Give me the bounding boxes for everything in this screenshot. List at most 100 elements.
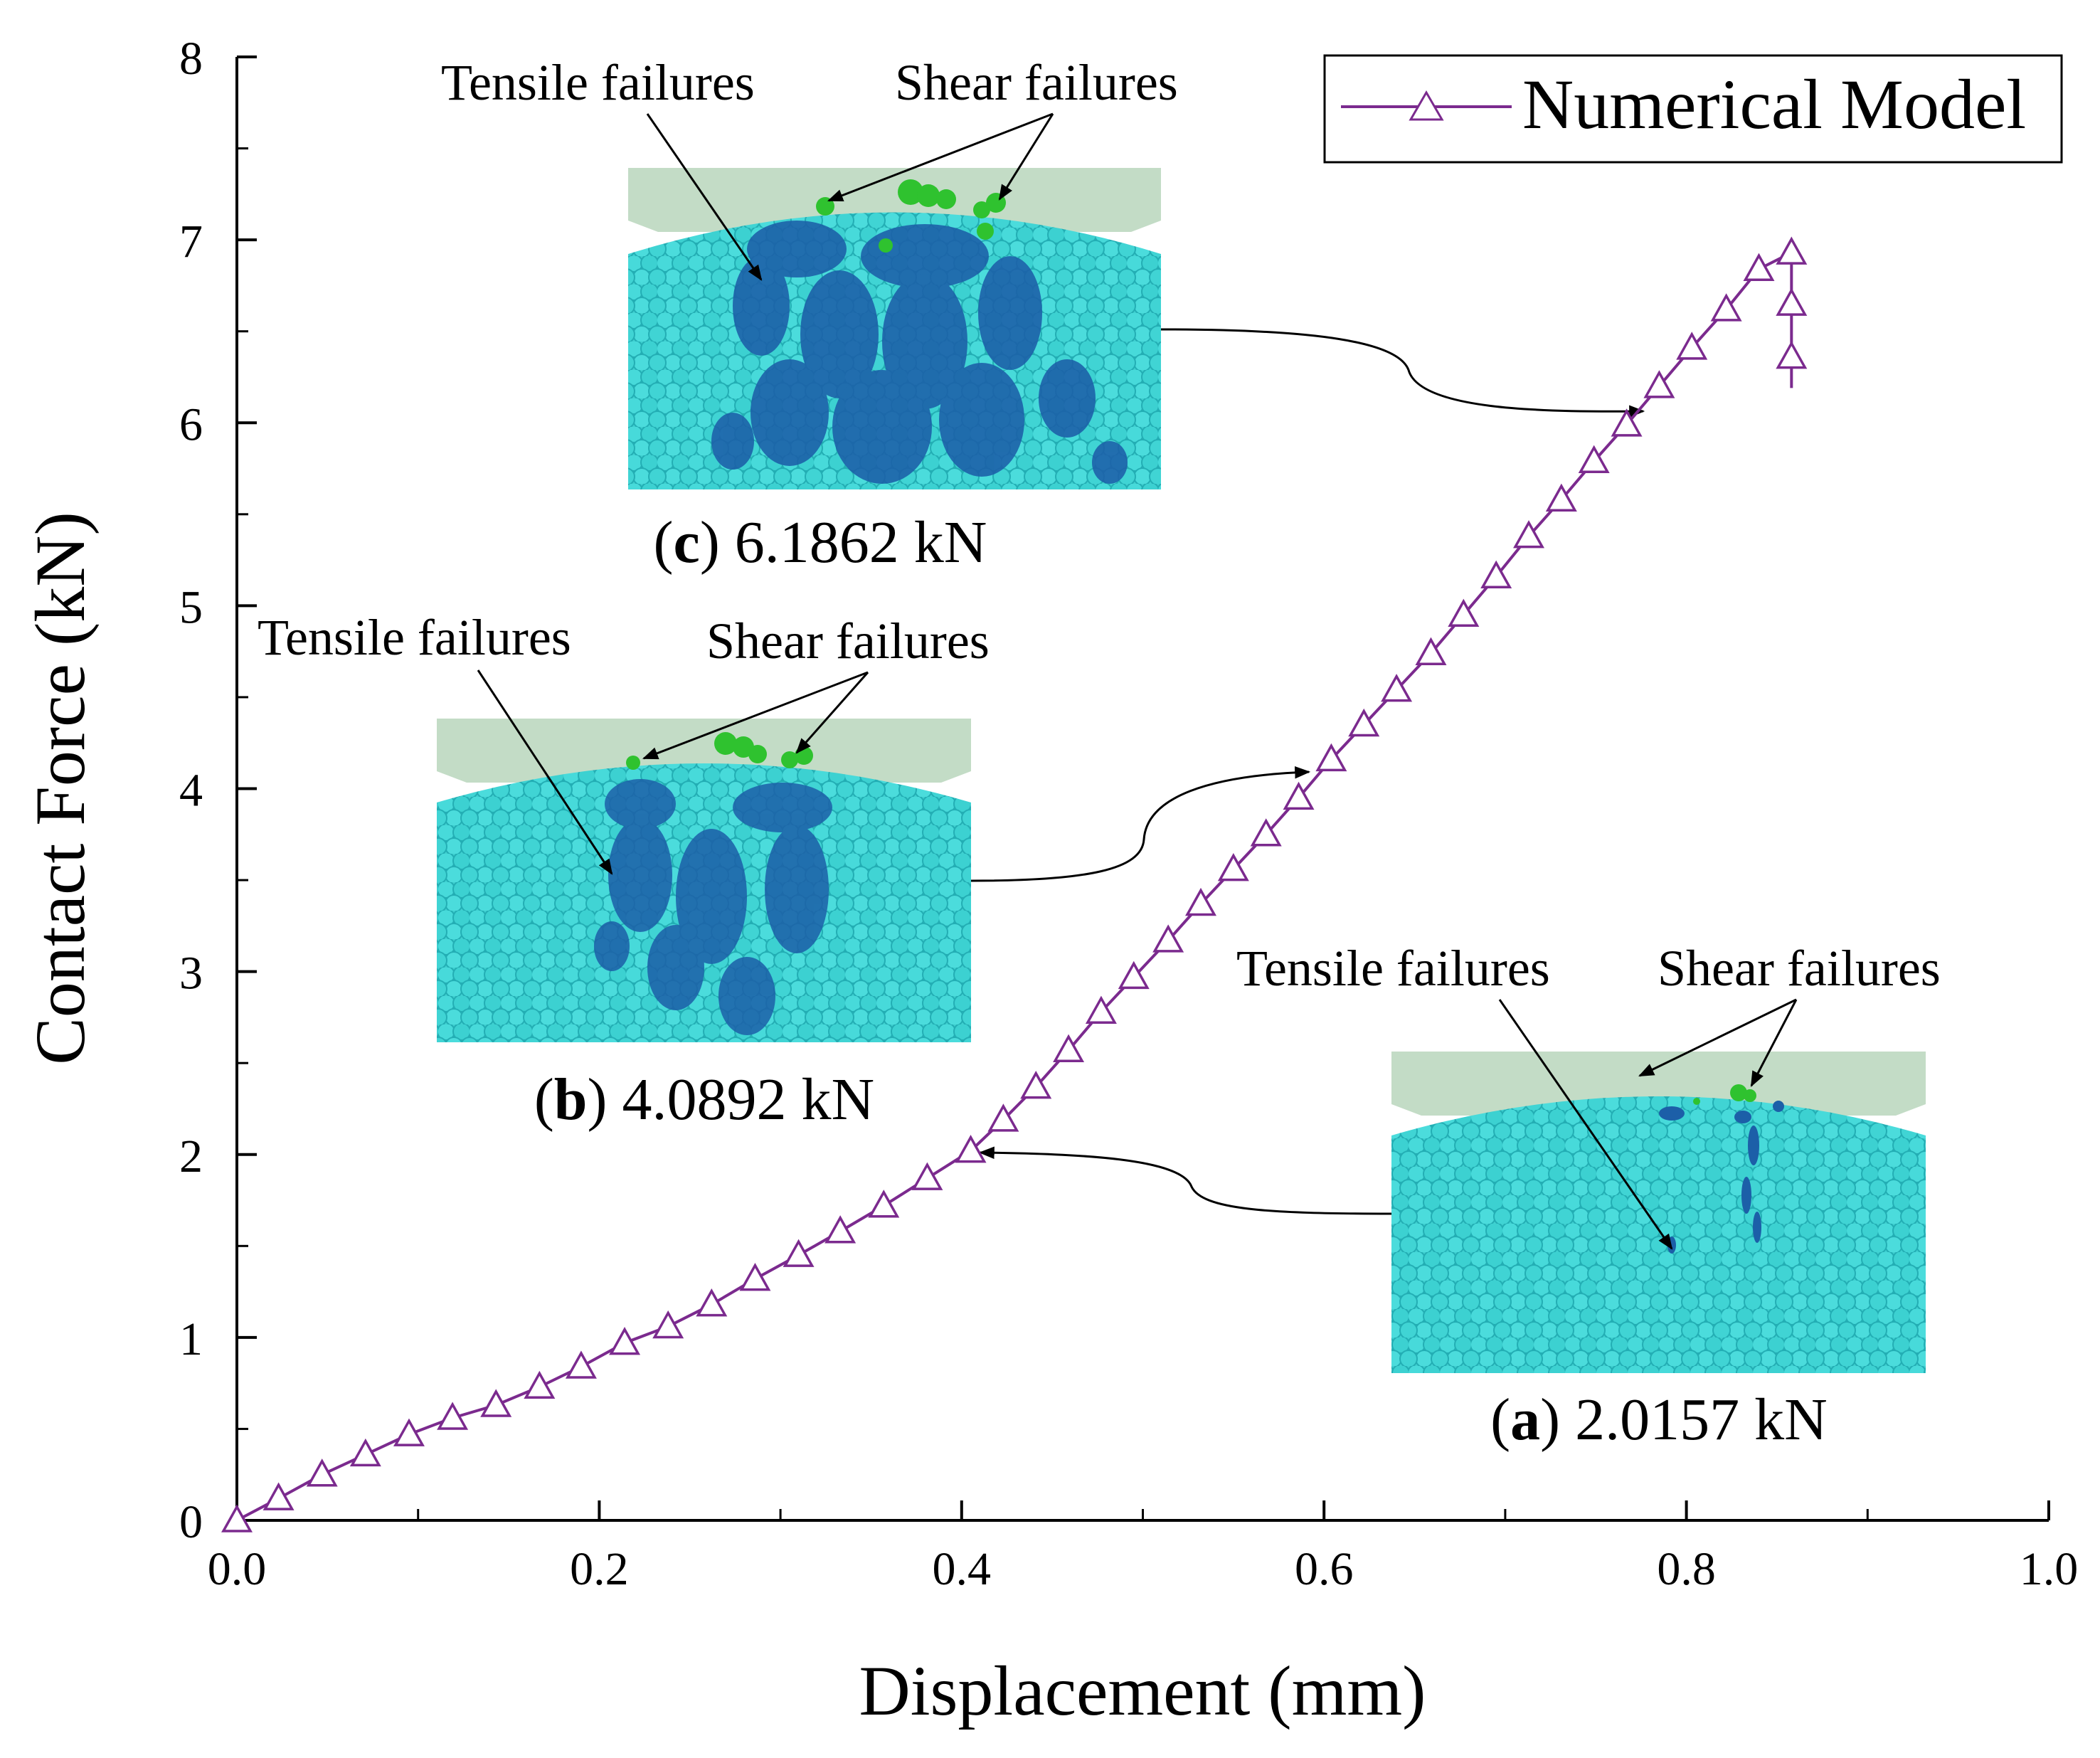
inset-c-caption-space: [899, 509, 914, 576]
y-tick-label: 0: [179, 1496, 203, 1548]
inset-a-shear-cracks: [1693, 1084, 1756, 1105]
inset-a-caption-unit: kN: [1754, 1387, 1828, 1453]
inset-c-tensile-cracks: [711, 221, 1128, 484]
inset-c-shear-label: Shear failures: [895, 54, 1178, 111]
inset-a-caption-space: [1739, 1387, 1754, 1453]
inset-a-caption-close: ): [1540, 1387, 1575, 1453]
inset-b-shear-arrow-2: [795, 672, 869, 754]
inset-a-caption: (a) 2.0157 kN: [1490, 1387, 1828, 1453]
data-point: [1152, 924, 1184, 953]
data-point: [349, 1438, 381, 1467]
inset-b-caption: (b) 4.0892 kN: [534, 1066, 874, 1133]
legend-box: [1323, 54, 2063, 164]
inset-b-caption-space: [787, 1066, 802, 1133]
inset-c-leader: [1160, 328, 1645, 418]
data-point: [783, 1239, 815, 1267]
inset-b-tensile-cracks: [594, 779, 832, 1035]
data-point: [1250, 818, 1282, 847]
y-tick-label: 1: [179, 1313, 203, 1365]
y-axis-label: Contact Force (kN): [21, 512, 100, 1065]
data-point: [1676, 332, 1708, 360]
data-point: [1643, 370, 1675, 398]
y-tick-label: 8: [179, 33, 203, 85]
data-point: [1480, 560, 1512, 588]
inset-b: Tensile failures Shear failures (b) 4.08…: [258, 609, 1311, 1133]
legend-entry-numerical-model: Numerical Model: [1522, 65, 2026, 144]
data-point: [824, 1215, 857, 1244]
data-point: [1217, 853, 1249, 881]
inset-b-indenter: [437, 719, 971, 783]
data-point: [393, 1418, 425, 1446]
data-point: [262, 1482, 295, 1510]
x-ticks: 0.0 0.2 0.4 0.6 0.8 1.0: [208, 1500, 2079, 1595]
inset-a-caption-letter: a: [1510, 1387, 1540, 1453]
data-point: [739, 1263, 771, 1291]
inset-c: Tensile failures Shear failures (c) 6.18…: [441, 54, 1645, 576]
data-point: [1085, 995, 1117, 1024]
inset-a-leader: [978, 1146, 1392, 1215]
inset-b-caption-close: ): [588, 1066, 622, 1133]
x-tick-label: 0.0: [208, 1543, 267, 1595]
inset-a-tensile-arrow: [1498, 999, 1673, 1250]
data-point: [868, 1190, 900, 1218]
y-tick-label: 5: [179, 581, 203, 633]
x-axis-label: Displacement (mm): [859, 1651, 1426, 1730]
inset-c-caption-open: (: [654, 509, 674, 576]
y-tick-label: 6: [179, 398, 203, 450]
inset-c-shear-arrow-1: [827, 112, 1054, 202]
inset-c-caption-close: ): [700, 509, 735, 576]
data-point: [437, 1402, 469, 1430]
data-point: [524, 1370, 556, 1399]
data-point: [955, 1135, 987, 1163]
data-point: [1348, 708, 1380, 737]
inset-b-tensile-label: Tensile failures: [258, 609, 571, 666]
data-point: [1118, 960, 1150, 990]
x-tick-label: 0.4: [933, 1543, 992, 1595]
data-point: [1185, 887, 1216, 916]
data-point: [1448, 598, 1480, 627]
data-point: [1710, 293, 1742, 322]
inset-c-caption: (c) 6.1862 kN: [654, 509, 987, 576]
data-point: [480, 1389, 512, 1417]
y-tick-label: 3: [179, 948, 203, 1000]
inset-b-caption-letter: b: [554, 1066, 588, 1133]
inset-b-caption-open: (: [534, 1066, 554, 1133]
data-point: [1611, 408, 1643, 437]
inset-a-shear-arrow-2: [1750, 999, 1798, 1087]
x-tick-label: 0.8: [1657, 1543, 1716, 1595]
data-point: [1415, 637, 1447, 665]
inset-a-specimen: [1391, 1096, 1926, 1373]
data-point: [1776, 236, 1808, 265]
inset-b-caption-unit: kN: [802, 1066, 875, 1133]
data-point: [1020, 1071, 1052, 1099]
inset-c-caption-value: 6.1862: [735, 509, 899, 576]
insets: Tensile failures Shear failures (c) 6.18…: [258, 54, 1941, 1453]
legend: Numerical Model: [1323, 54, 2063, 164]
data-point: [1513, 520, 1544, 549]
x-tick-label: 0.2: [570, 1543, 629, 1595]
y-tick-label: 4: [179, 765, 203, 817]
inset-a-shear-label: Shear failures: [1658, 940, 1941, 997]
data-point: [1315, 743, 1347, 772]
inset-c-shear-arrow-2: [998, 113, 1054, 201]
inset-a: Tensile failures Shear failures (a) 2.01…: [978, 940, 1941, 1453]
x-tick-label: 0.6: [1295, 1543, 1354, 1595]
data-point: [1578, 445, 1610, 473]
series-numerical-model: [221, 236, 1808, 1532]
legend-marker-sample: [1409, 90, 1444, 121]
data-point: [1545, 483, 1577, 512]
inset-a-tensile-label: Tensile failures: [1236, 940, 1550, 997]
y-tick-label: 2: [179, 1130, 203, 1182]
inset-c-caption-letter: c: [674, 509, 700, 576]
data-point: [911, 1162, 943, 1190]
x-tick-label: 1.0: [2020, 1543, 2079, 1595]
data-point: [306, 1458, 338, 1487]
data-point: [609, 1327, 641, 1355]
y-tick-label: 7: [179, 216, 203, 268]
inset-b-leader: [970, 766, 1311, 882]
y-ticks: 0 1 2 3 4 5 6 7 8: [179, 33, 257, 1548]
data-point: [1743, 253, 1775, 282]
inset-c-caption-unit: kN: [914, 509, 987, 576]
data-point: [1053, 1034, 1085, 1062]
axes: 0.0 0.2 0.4 0.6 0.8 1.0 0 1 2 3 4 5 6 7 8: [179, 33, 2078, 1595]
